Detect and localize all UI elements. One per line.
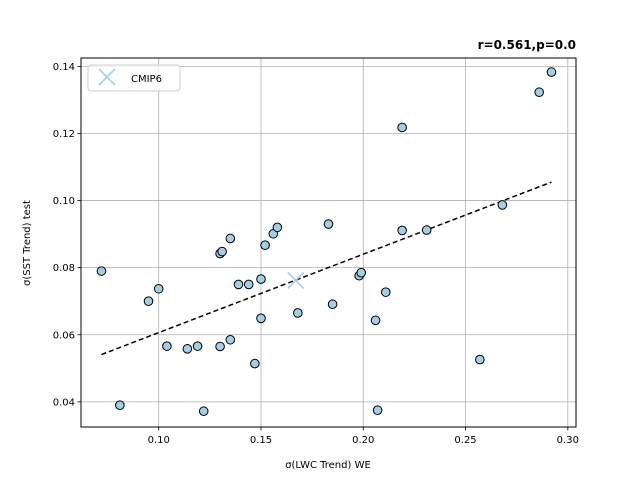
y-tick-label: 0.08 (53, 263, 75, 274)
legend-marker-icon (98, 68, 116, 86)
mean-marker (287, 271, 305, 289)
y-tick-label: 0.10 (53, 196, 75, 207)
x-tick-label: 0.30 (557, 435, 579, 446)
legend-box (87, 64, 181, 92)
data-point (96, 266, 107, 276)
chart-title-right: r=0.561,p=0.0 (478, 38, 576, 52)
data-point (243, 279, 254, 290)
y-tick-label: 0.06 (53, 330, 75, 341)
data-point (217, 246, 227, 257)
data-point (260, 240, 270, 250)
data-point (192, 341, 203, 351)
data-point (397, 225, 407, 236)
mean-marker-group (287, 271, 305, 289)
x-axis-ticks: 0.10 0.15 0.20 0.25 0.30 (148, 427, 579, 446)
fit-line-group (101, 181, 552, 356)
y-tick-label: 0.12 (53, 129, 75, 140)
data-point (250, 358, 260, 369)
data-point (372, 405, 383, 416)
x-tick-label: 0.10 (148, 435, 170, 446)
plot-frame (80, 57, 577, 428)
data-point (162, 341, 172, 351)
y-tick-label: 0.14 (53, 62, 75, 73)
data-point (233, 279, 244, 290)
data-point (198, 406, 209, 417)
data-point (256, 274, 266, 284)
data-point (272, 222, 283, 233)
data-point (182, 344, 193, 354)
data-point (475, 354, 485, 365)
data-point (143, 296, 154, 307)
grid-lines (81, 58, 576, 427)
data-point (225, 233, 236, 244)
y-axis-label: σ(SST Trend) test (22, 200, 33, 286)
data-point (327, 299, 338, 310)
legend: CMIP6 (87, 64, 181, 92)
data-point (497, 200, 508, 210)
data-point (215, 341, 225, 352)
data-points (96, 67, 557, 417)
legend-marker-stroke (98, 68, 116, 86)
data-point (225, 334, 236, 345)
data-point (370, 315, 381, 326)
y-tick-label: 0.04 (53, 397, 75, 408)
data-point (115, 400, 125, 410)
data-point (153, 283, 164, 294)
data-point (380, 287, 391, 297)
legend-entry-cmip6: CMIP6 (131, 74, 162, 85)
x-tick-label: 0.15 (250, 435, 272, 446)
data-point (256, 313, 266, 324)
data-point (421, 225, 432, 235)
data-point (293, 308, 303, 318)
data-point (356, 267, 367, 278)
x-axis-label: σ(LWC Trend) WE (285, 460, 371, 471)
data-point (546, 67, 557, 77)
y-axis-ticks: 0.04 0.06 0.08 0.10 0.12 0.14 (53, 62, 81, 408)
fit-line (101, 181, 552, 356)
x-tick-label: 0.20 (352, 435, 374, 446)
data-point (397, 122, 407, 133)
x-tick-label: 0.25 (454, 435, 476, 446)
data-point (534, 87, 544, 98)
data-point (323, 219, 334, 229)
